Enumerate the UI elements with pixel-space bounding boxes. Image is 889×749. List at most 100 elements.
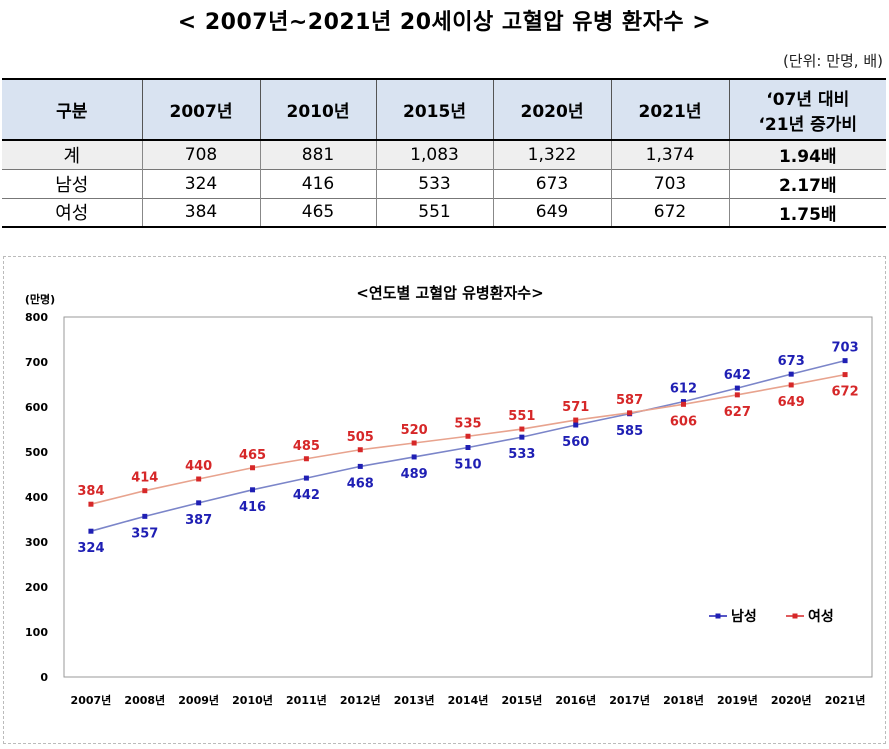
series-female-point bbox=[142, 488, 148, 494]
series-female-point bbox=[842, 372, 848, 378]
series-female-data-label: 649 bbox=[778, 395, 805, 410]
plot-area bbox=[63, 316, 873, 678]
series-female-data-label: 606 bbox=[670, 414, 697, 429]
series-male-point bbox=[573, 422, 579, 428]
series-male-point bbox=[465, 445, 471, 450]
series-male-data-label: 533 bbox=[508, 447, 535, 462]
x-tick-label: 2017년 bbox=[609, 693, 650, 707]
y-tick-label: 800 bbox=[25, 311, 48, 324]
series-female-data-label: 520 bbox=[401, 423, 428, 438]
y-tick-label: 0 bbox=[40, 671, 48, 684]
series-female-data-label: 465 bbox=[239, 448, 266, 463]
legend-male-label: 남성 bbox=[731, 608, 757, 625]
x-tick-label: 2013년 bbox=[394, 693, 435, 707]
x-tick-label: 2010년 bbox=[232, 693, 273, 707]
header-ratio-line2: ‘21년 증가비 bbox=[758, 114, 858, 135]
x-tick-label: 2008년 bbox=[124, 693, 165, 707]
y-tick-label: 700 bbox=[25, 356, 48, 369]
series-male-point bbox=[680, 399, 686, 405]
legend-female-marker bbox=[792, 613, 798, 619]
series-female-point bbox=[734, 392, 740, 398]
summary-table: 구분 2007년 2010년 2015년 2020년 2021년 ‘07년 대비… bbox=[2, 78, 886, 228]
series-male-point bbox=[88, 528, 94, 534]
series-male-point bbox=[142, 513, 148, 519]
x-tick-label: 2007년 bbox=[71, 693, 112, 707]
series-female-line bbox=[90, 373, 846, 505]
series-female-point bbox=[411, 440, 417, 446]
table-cell: 703 bbox=[610, 169, 729, 198]
series-male-point bbox=[411, 454, 417, 460]
table-cell: 384 bbox=[141, 198, 260, 227]
y-axis-unit: (만명) bbox=[25, 292, 55, 306]
y-tick-label: 300 bbox=[25, 536, 48, 549]
series-female-point bbox=[573, 417, 579, 423]
table-cell: 533 bbox=[375, 169, 493, 198]
ratio-cell: 1.94배 bbox=[728, 140, 886, 169]
x-tick-label: 2015년 bbox=[501, 693, 542, 707]
table-cell: 465 bbox=[259, 198, 376, 227]
series-female-data-label: 627 bbox=[724, 405, 751, 420]
series-male-data-label: 510 bbox=[454, 458, 481, 473]
series-female-data-label: 505 bbox=[347, 430, 374, 445]
table-cell: 672 bbox=[610, 198, 729, 227]
series-male-data-label: 673 bbox=[778, 354, 805, 369]
y-tick-label: 200 bbox=[25, 581, 48, 594]
series-male-data-label: 442 bbox=[293, 488, 320, 503]
series-male-point bbox=[734, 385, 740, 391]
x-tick-label: 2016년 bbox=[555, 693, 596, 707]
series-male-point bbox=[196, 500, 202, 506]
x-tick-label: 2021년 bbox=[825, 693, 866, 707]
page-title: < 2007년~2021년 20세이상 고혈압 유병 환자수 > bbox=[177, 10, 712, 35]
series-female-data-label: 535 bbox=[454, 416, 481, 431]
y-tick-label: 400 bbox=[25, 491, 48, 504]
ratio-cell: 2.17배 bbox=[728, 169, 886, 198]
line-chart: <연도별 고혈압 유병환자수> (만명) 0 100 200 300 400 500 600… bbox=[25, 284, 873, 707]
line-chart-container: <연도별 고혈압 유병환자수> (만명) 0 100 200 300 400 500 600… bbox=[3, 256, 886, 744]
series-female-point bbox=[465, 433, 471, 439]
legend-female-label: 여성 bbox=[808, 608, 834, 625]
series-female-point bbox=[357, 447, 363, 453]
series-male-data-label: 357 bbox=[131, 526, 158, 541]
series-male-data-label: 416 bbox=[239, 500, 266, 515]
row-label: 계 bbox=[63, 145, 81, 167]
series-male-point bbox=[303, 475, 309, 481]
legend-male-marker bbox=[715, 613, 721, 619]
header-2010: 2010년 bbox=[259, 79, 376, 140]
y-tick-label: 500 bbox=[25, 446, 48, 459]
unit-note: (단위: 만명, 배) bbox=[782, 52, 883, 70]
series-female-data-label: 485 bbox=[293, 439, 320, 454]
x-tick-label: 2012년 bbox=[340, 693, 381, 707]
series-male-point bbox=[357, 463, 363, 469]
y-tick-label: 100 bbox=[25, 626, 48, 639]
series-female-data-label: 551 bbox=[508, 409, 535, 424]
header-2021: 2021년 bbox=[610, 79, 729, 140]
series-female-point bbox=[788, 382, 794, 388]
series-male-data-label: 324 bbox=[77, 541, 104, 556]
table-cell: 708 bbox=[141, 140, 260, 169]
series-male-data-label: 703 bbox=[831, 341, 858, 356]
table-cell: 1,374 bbox=[610, 140, 729, 169]
y-tick-label: 600 bbox=[25, 401, 48, 414]
table-cell: 551 bbox=[375, 198, 493, 227]
series-female-data-label: 587 bbox=[616, 393, 643, 408]
table-row-total: 계 708 881 1,083 1,322 1,374 1.94배 bbox=[2, 140, 886, 169]
table-cell: 324 bbox=[141, 169, 260, 198]
series-male-point bbox=[842, 358, 848, 364]
series-male-data-label: 468 bbox=[347, 476, 374, 491]
header-ratio: ‘07년 대비 ‘21년 증가비 bbox=[728, 79, 886, 140]
table-row-female: 여성 384 465 551 649 672 1.75배 bbox=[2, 198, 886, 227]
series-female-data-label: 440 bbox=[185, 459, 212, 474]
row-label: 남성 bbox=[55, 174, 89, 196]
header-ratio-line1: ‘07년 대비 bbox=[766, 89, 850, 110]
table-cell: 673 bbox=[492, 169, 611, 198]
header-2020: 2020년 bbox=[492, 79, 611, 140]
x-tick-label: 2014년 bbox=[448, 693, 489, 707]
table-cell: 1,322 bbox=[492, 140, 611, 169]
table-row-male: 남성 324 416 533 673 703 2.17배 bbox=[2, 169, 886, 198]
chart-title: <연도별 고혈압 유병환자수> bbox=[356, 284, 543, 302]
header-2015: 2015년 bbox=[375, 79, 493, 140]
series-female-point bbox=[519, 426, 525, 432]
table-cell: 649 bbox=[492, 198, 611, 227]
ratio-cell: 1.75배 bbox=[728, 198, 886, 227]
table-header-row: 구분 2007년 2010년 2015년 2020년 2021년 ‘07년 대비… bbox=[2, 79, 886, 140]
